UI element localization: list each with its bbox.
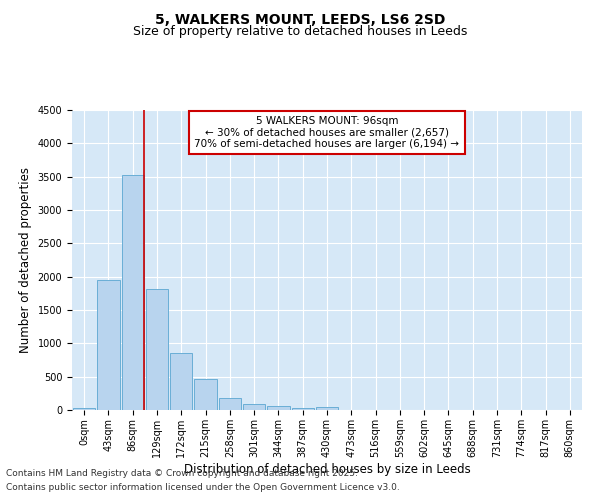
Bar (194, 380, 217, 410)
X-axis label: Distribution of detached houses by size in Leeds: Distribution of detached houses by size … (184, 462, 470, 475)
Bar (97, 280, 119, 410)
Bar (292, 408, 314, 410)
Text: 5, WALKERS MOUNT, LEEDS, LS6 2SD: 5, WALKERS MOUNT, LEEDS, LS6 2SD (155, 12, 445, 26)
Text: Contains HM Land Registry data © Crown copyright and database right 2025.: Contains HM Land Registry data © Crown c… (6, 468, 358, 477)
Y-axis label: Number of detached properties: Number of detached properties (19, 167, 32, 353)
Text: Contains public sector information licensed under the Open Government Licence v3: Contains public sector information licen… (6, 484, 400, 492)
Bar (243, 404, 265, 410)
Bar (122, 174, 144, 410)
Bar (146, 290, 168, 410)
Bar (267, 406, 290, 410)
Bar (73, 408, 95, 410)
Bar (316, 406, 338, 410)
Bar (218, 398, 241, 410)
Text: 5 WALKERS MOUNT: 96sqm
← 30% of detached houses are smaller (2,657)
70% of semi-: 5 WALKERS MOUNT: 96sqm ← 30% of detached… (194, 116, 460, 149)
Text: Size of property relative to detached houses in Leeds: Size of property relative to detached ho… (133, 25, 467, 38)
Bar (170, 352, 193, 410)
